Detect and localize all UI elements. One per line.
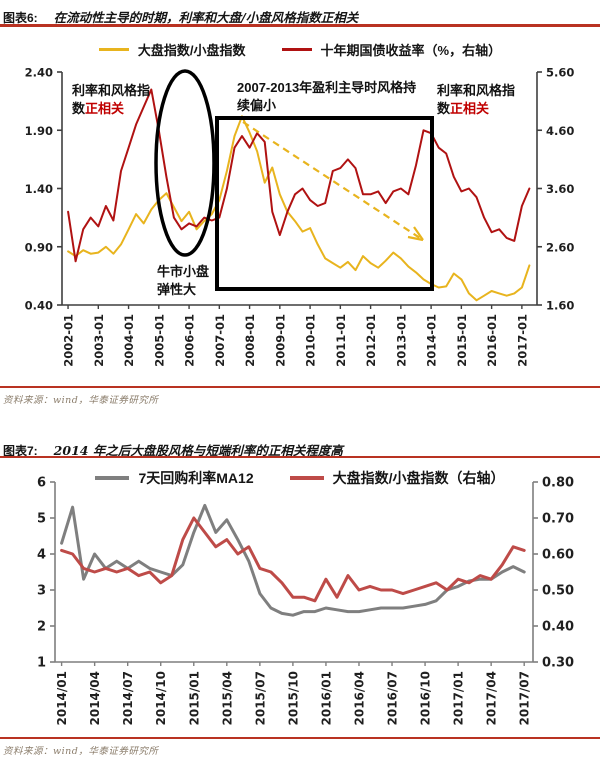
right-tick-label: 0.60 bbox=[542, 548, 574, 563]
legend-label: 7天回购利率MA12 bbox=[138, 470, 254, 486]
right-tick-label: 5.60 bbox=[546, 66, 574, 80]
x-tick-label: 2017-01 bbox=[515, 314, 529, 367]
x-tick-label: 2014/01 bbox=[55, 671, 69, 725]
legend-item-large-small-ratio: 大盘指数/小盘指数 bbox=[98, 40, 246, 59]
x-tick-label: 2017/04 bbox=[485, 671, 499, 725]
left-tick-label: 5 bbox=[37, 512, 46, 527]
left-tick-label: 2.40 bbox=[25, 66, 53, 80]
x-tick-label: 2010-01 bbox=[304, 314, 318, 367]
x-tick-label: 2017/01 bbox=[452, 671, 466, 725]
annotation-highlight-text: 正相关 bbox=[450, 100, 490, 116]
left-tick-label: 0.90 bbox=[25, 240, 53, 254]
x-tick-label: 2016/07 bbox=[386, 671, 400, 725]
left-tick-label: 0.40 bbox=[25, 299, 53, 313]
x-tick-label: 2014-01 bbox=[425, 314, 439, 367]
x-tick-label: 2014/04 bbox=[88, 671, 102, 725]
annotation-text: 牛市小盘弹性大 bbox=[157, 264, 210, 297]
series-line bbox=[67, 88, 531, 263]
ellipse-annotation bbox=[154, 69, 216, 257]
legend-label: 大盘指数/小盘指数（右轴） bbox=[332, 470, 505, 486]
figure6-source: 资料来源：wind，华泰证券研究所 bbox=[3, 395, 159, 406]
left-tick-label: 1 bbox=[37, 656, 46, 671]
figure6-title: 在流动性主导的时期，利率和大盘/小盘风格指数正相关 bbox=[53, 10, 359, 25]
annotation-box-label: 2007-2013年盈利主导时风格持续偏小 bbox=[237, 79, 419, 115]
x-tick-label: 2006-01 bbox=[183, 314, 197, 367]
x-tick-label: 2017/07 bbox=[518, 671, 532, 725]
red-line-swatch bbox=[289, 475, 324, 481]
darkred-line-swatch bbox=[281, 48, 312, 51]
x-tick-label: 2009-01 bbox=[273, 314, 287, 367]
x-tick-label: 2013-01 bbox=[394, 314, 408, 367]
figure6-chart: 0.40 0.90 1.40 1.90 2.40 1.60 2.60 3.60 4.60 5.60… bbox=[25, 66, 575, 367]
header-rule bbox=[0, 24, 600, 27]
x-tick-label: 2014/10 bbox=[154, 671, 168, 725]
right-tick-label: 0.80 bbox=[542, 476, 574, 491]
x-tick-label: 2008-01 bbox=[243, 314, 257, 367]
figure6-label: 图表6: bbox=[3, 11, 38, 25]
annotation-corr-right: 利率和风格指数正相关 bbox=[437, 82, 517, 118]
x-tick-label: 2007-01 bbox=[213, 314, 227, 367]
annotation-corr-left: 利率和风格指数正相关 bbox=[72, 82, 152, 118]
x-tick-label: 2015/01 bbox=[187, 671, 201, 725]
legend-item-repo-rate: 7天回购利率MA12 bbox=[95, 468, 254, 488]
x-tick-label: 2005-01 bbox=[152, 314, 166, 367]
x-tick-label: 2012-01 bbox=[364, 314, 378, 367]
figure7-label: 图表7: bbox=[3, 444, 38, 458]
x-tick-label: 2016/10 bbox=[419, 671, 433, 725]
figure7-header: 图表7: 2014 年之后大盘股风格与短端利率的正相关程度高 bbox=[3, 440, 343, 459]
figure7-source: 资料来源：wind，华泰证券研究所 bbox=[3, 746, 159, 757]
x-tick-label: 2016-01 bbox=[485, 314, 499, 367]
yellow-line-swatch bbox=[98, 48, 129, 51]
annotation-highlight-text: 正相关 bbox=[85, 100, 125, 116]
x-tick-label: 2004-01 bbox=[122, 314, 136, 367]
left-tick-label: 4 bbox=[37, 548, 46, 563]
highlight-box-annotation bbox=[215, 116, 434, 291]
trend-arrow bbox=[242, 121, 424, 242]
x-tick-label: 2002-01 bbox=[62, 314, 76, 367]
x-tick-label: 2014/07 bbox=[121, 671, 135, 725]
left-tick-label: 2 bbox=[37, 620, 46, 635]
figure6-header: 图表6: 在流动性主导的时期，利率和大盘/小盘风格指数正相关 bbox=[3, 7, 358, 26]
right-tick-label: 0.30 bbox=[542, 656, 574, 671]
x-tick-label: 2015/04 bbox=[220, 671, 234, 725]
legend-item-treasury-yield: 十年期国债收益率（%，右轴） bbox=[281, 40, 502, 59]
left-tick-label: 1.40 bbox=[25, 182, 53, 196]
x-tick-label: 2003-01 bbox=[92, 314, 106, 367]
x-tick-label: 2016/04 bbox=[352, 671, 366, 725]
x-tick-label: 2015-01 bbox=[455, 314, 469, 367]
left-tick-label: 6 bbox=[37, 476, 46, 491]
legend-item-large-small-ratio: 大盘指数/小盘指数（右轴） bbox=[289, 468, 505, 488]
figure7-legend: 7天回购利率MA12 大盘指数/小盘指数（右轴） bbox=[0, 468, 600, 488]
annotation-bull-market: 牛市小盘弹性大 bbox=[157, 263, 213, 299]
footer-rule bbox=[0, 737, 600, 739]
gray-line-swatch bbox=[95, 475, 130, 481]
right-tick-label: 1.60 bbox=[546, 299, 574, 313]
right-tick-label: 0.50 bbox=[542, 584, 574, 599]
annotation-text: 利率和风格指数 bbox=[72, 83, 151, 116]
right-tick-label: 0.40 bbox=[542, 620, 574, 635]
series-line bbox=[60, 516, 526, 603]
annotation-text: 2007-2013年盈利主导时风格持续偏小 bbox=[237, 80, 417, 113]
series-line bbox=[67, 115, 531, 302]
right-tick-label: 0.70 bbox=[542, 512, 574, 527]
figure6-legend: 大盘指数/小盘指数 十年期国债收益率（%，右轴） bbox=[0, 40, 600, 59]
x-tick-label: 2011-01 bbox=[334, 314, 348, 367]
legend-label: 大盘指数/小盘指数 bbox=[137, 43, 246, 58]
left-tick-label: 1.90 bbox=[25, 124, 53, 138]
footer-rule bbox=[0, 386, 600, 388]
right-tick-label: 4.60 bbox=[546, 124, 574, 138]
annotation-text: 利率和风格指数 bbox=[437, 83, 516, 116]
series-line bbox=[60, 503, 526, 617]
legend-label: 十年期国债收益率（%，右轴） bbox=[320, 43, 502, 58]
x-tick-label: 2015/07 bbox=[253, 671, 267, 725]
figure7-chart: 1 2 3 4 5 6 0.30 0.40 0.50 0.60 0.70 0.80 2014/01 201… bbox=[37, 476, 574, 726]
x-tick-label: 2016/01 bbox=[319, 671, 333, 725]
x-tick-label: 2015/10 bbox=[286, 671, 300, 725]
right-tick-label: 3.60 bbox=[546, 182, 574, 196]
left-tick-label: 3 bbox=[37, 584, 46, 599]
figure7-title: 2014 年之后大盘股风格与短端利率的正相关程度高 bbox=[53, 443, 343, 458]
header-rule bbox=[0, 456, 600, 458]
right-tick-label: 2.60 bbox=[546, 240, 574, 254]
